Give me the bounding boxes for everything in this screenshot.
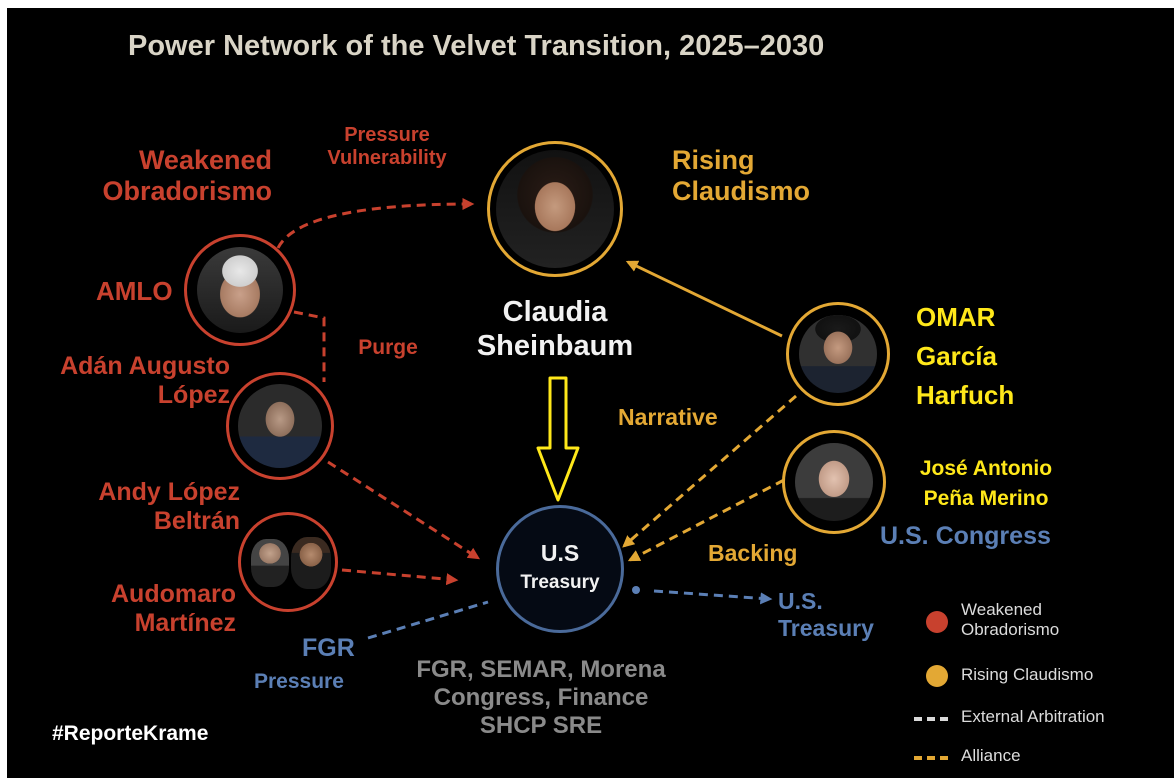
andy-line2: Beltrán (153, 507, 240, 535)
edge-treasury-us-treasury (653, 589, 773, 605)
edge-label-us-congress: U.S. Congress (880, 522, 1051, 550)
faction-rising-label: Rising Claudismo (672, 145, 810, 208)
audomaro-line2: Martínez (134, 609, 236, 637)
claudia-line1: Claudia (502, 296, 608, 328)
andy-portrait-icon (251, 539, 289, 587)
audomaro-portrait-icon (291, 537, 331, 589)
legend-external-dash-icon (914, 717, 948, 721)
edge-label-pressure-vulnerability: Pressure Vulnerability (292, 124, 482, 170)
node-omar-label: OMAR García Harfuch (916, 298, 1014, 415)
claudia-line2: Sheinbaum (476, 329, 634, 362)
node-us-treasury-hub[interactable]: U.S Treasury (496, 505, 624, 633)
edge-label-us-treasury: U.S. Treasury (778, 588, 874, 641)
legend-alliance-dash-icon (914, 756, 948, 760)
faction-rising-line1: Rising (672, 145, 755, 175)
arrow-claudia-to-treasury (536, 376, 580, 502)
legend-weakened-line1: Weakened (961, 600, 1042, 619)
diagram-title: Power Network of the Velvet Transition, … (128, 30, 825, 62)
edge-omar-to-claudia (625, 260, 783, 338)
node-adan[interactable] (226, 372, 334, 480)
institutions-label: FGR, SEMAR, Morena Congress, Finance SHC… (396, 656, 686, 739)
edge-label-purge: Purge (358, 336, 418, 359)
pena-line1: José Antonio (919, 457, 1053, 480)
node-amlo-label: AMLO (96, 276, 173, 306)
legend-external-label: External Arbitration (961, 707, 1105, 726)
andy-line1: Andy López (98, 478, 240, 506)
pena-portrait-icon (795, 443, 873, 521)
omar-line3: Harfuch (916, 380, 1015, 410)
edge-label-backing: Backing (708, 540, 798, 566)
adan-line1: Adán Augusto (60, 352, 230, 380)
legend-alliance-label: Alliance (961, 746, 1021, 765)
edge-omar-to-treasury (622, 394, 797, 548)
legend-rising-dot-icon (926, 665, 948, 687)
omar-line1: OMAR (916, 302, 996, 332)
adan-line2: López (157, 381, 230, 409)
us-treasury-line1: U.S. (778, 588, 823, 614)
node-andy-audomaro[interactable] (238, 512, 338, 612)
edge-amlo-adan-purge (293, 310, 326, 382)
institutions-line2: Congress, Finance (433, 683, 649, 711)
faction-weakened-label: Weakened Obradorismo (102, 145, 272, 208)
faction-rising-line2: Claudismo (672, 176, 811, 207)
institutions-line3: SHCP SRE (479, 711, 603, 739)
node-pena-label: José Antonio Peña Merino (900, 454, 1072, 515)
pena-line2: Peña Merino (923, 487, 1049, 511)
adan-portrait-icon (238, 384, 322, 468)
pressure-line1: Pressure (344, 124, 430, 146)
institutions-line1: FGR, SEMAR, Morena (416, 656, 666, 683)
node-pena[interactable] (782, 430, 886, 534)
faction-weakened-line2: Obradorismo (102, 176, 272, 207)
claudia-portrait-icon (496, 150, 614, 268)
edge-fgr-to-treasury (367, 600, 489, 640)
faction-weakened-line1: Weakened (138, 145, 272, 175)
pressure-line2: Vulnerability (327, 147, 447, 170)
hashtag: #ReporteKrame (52, 722, 209, 745)
legend-weakened-line2: Obradorismo (961, 620, 1060, 640)
hub-line2: Treasury (520, 572, 600, 593)
edge-label-fgr-pressure: Pressure (254, 670, 344, 693)
node-claudia-label: Claudia Sheinbaum (450, 296, 660, 363)
legend-weakened-label: Weakened Obradorismo (961, 600, 1059, 641)
audomaro-line1: Audomaro (111, 580, 236, 608)
edge-amlo-to-claudia (276, 198, 475, 249)
treasury-arrowhead-icon (632, 586, 640, 594)
legend-rising-label: Rising Claudismo (961, 665, 1094, 684)
legend-weakened-dot-icon (926, 611, 948, 633)
node-omar[interactable] (786, 302, 890, 406)
amlo-portrait-icon (197, 247, 283, 333)
hub-line1: U.S (540, 540, 580, 566)
omar-portrait-icon (799, 315, 877, 393)
node-adan-label: Adán Augusto López (60, 352, 230, 410)
node-amlo[interactable] (184, 234, 296, 346)
edge-adan-to-treasury (327, 460, 481, 560)
node-audomaro-label: Audomaro Martínez (111, 580, 236, 638)
edge-andy-to-treasury (341, 568, 459, 586)
node-andy-label: Andy López Beltrán (98, 478, 240, 536)
edge-label-fgr: FGR (302, 634, 355, 662)
edge-label-narrative: Narrative (618, 404, 718, 430)
omar-line2: García (916, 341, 997, 371)
us-treasury-line2: Treasury (778, 614, 874, 641)
node-claudia[interactable] (487, 141, 623, 277)
